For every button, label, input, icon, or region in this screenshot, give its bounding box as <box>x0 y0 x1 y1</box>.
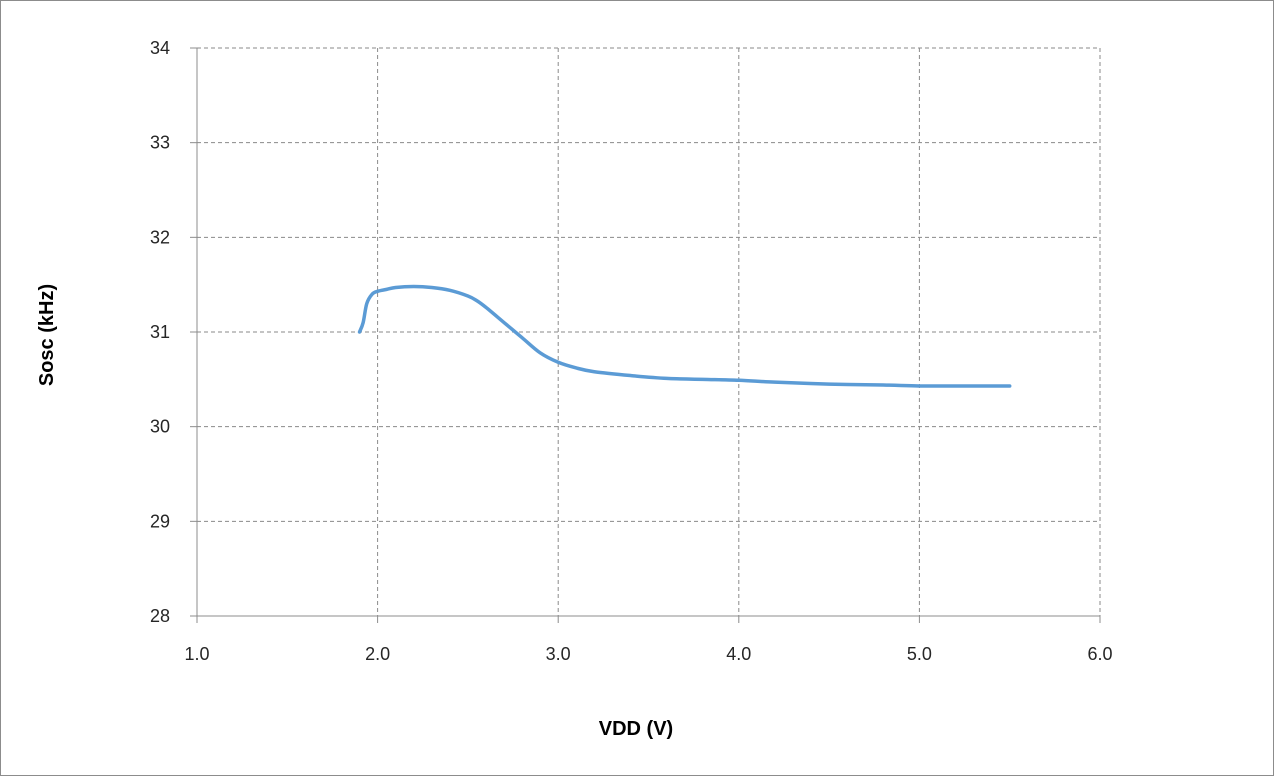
series-layer <box>357 284 1012 388</box>
x-axis-title: VDD (V) <box>599 718 673 740</box>
x-tick-label: 6.0 <box>1087 644 1112 664</box>
y-tick-label: 29 <box>150 511 170 531</box>
x-tick-label: 5.0 <box>907 644 932 664</box>
y-tick-label: 33 <box>150 133 170 153</box>
tick-labels: 28 29 30 31 32 33 34 1.0 2.0 3.0 4.0 5.0 6.0 <box>150 38 1113 664</box>
y-tick-label: 30 <box>150 417 170 437</box>
x-tick-label: 2.0 <box>365 644 390 664</box>
y-tick-label: 34 <box>150 38 170 58</box>
x-tick-label: 4.0 <box>726 644 751 664</box>
gridlines <box>197 47 1101 616</box>
y-tick-label: 31 <box>150 322 170 342</box>
axes <box>190 47 1101 623</box>
y-tick-label: 32 <box>150 227 170 247</box>
y-axis-title: Sosc (kHz) <box>36 284 58 386</box>
series-line <box>357 284 1012 388</box>
x-tick-label: 3.0 <box>546 644 571 664</box>
y-tick-label: 28 <box>150 606 170 626</box>
x-tick-label: 1.0 <box>184 644 209 664</box>
